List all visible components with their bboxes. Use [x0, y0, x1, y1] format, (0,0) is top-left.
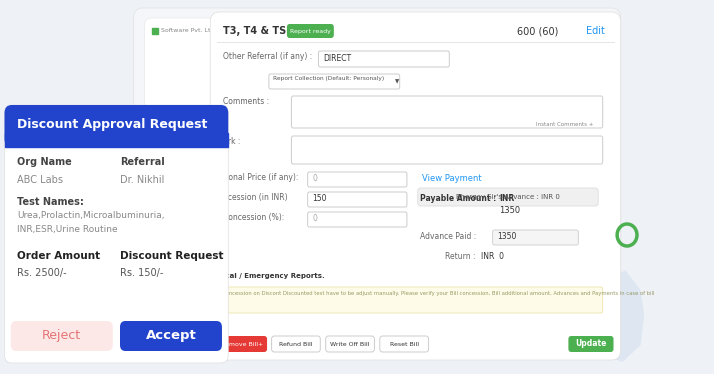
Text: Order Amount: Order Amount [17, 251, 100, 261]
Text: Report ready: Report ready [290, 28, 331, 34]
Text: Write Off Bill: Write Off Bill [331, 341, 370, 346]
Text: Reject: Reject [42, 329, 81, 343]
Text: 1350: 1350 [499, 206, 520, 215]
Text: Instant Comments +: Instant Comments + [536, 122, 593, 127]
FancyBboxPatch shape [287, 24, 334, 38]
Text: ical / Emergency Reports.: ical / Emergency Reports. [223, 273, 325, 279]
FancyBboxPatch shape [418, 188, 598, 206]
Text: tional Price (if any):: tional Price (if any): [223, 173, 298, 182]
Text: Refund Bill: Refund Bill [279, 341, 313, 346]
FancyBboxPatch shape [568, 336, 613, 352]
FancyBboxPatch shape [218, 287, 603, 313]
Text: INR: INR [499, 194, 514, 203]
Text: Urea,Prolactin,Microalbuminuria,: Urea,Prolactin,Microalbuminuria, [17, 211, 165, 220]
Text: 0: 0 [312, 214, 317, 223]
Text: Update: Update [575, 340, 607, 349]
FancyBboxPatch shape [144, 18, 613, 348]
Text: Advance Paid :: Advance Paid : [421, 232, 477, 241]
FancyBboxPatch shape [134, 8, 620, 356]
Text: Referral: Referral [120, 157, 165, 167]
Text: Test Names:: Test Names: [17, 197, 84, 207]
Text: ncession (in INR): ncession (in INR) [223, 193, 288, 202]
Text: ark :: ark : [223, 137, 240, 146]
Text: Discount Approval Request: Discount Approval Request [17, 118, 208, 131]
Text: Org Name: Org Name [17, 157, 72, 167]
FancyBboxPatch shape [291, 96, 603, 128]
Text: DIRECT: DIRECT [323, 54, 351, 63]
FancyBboxPatch shape [291, 136, 603, 164]
FancyBboxPatch shape [271, 336, 321, 352]
Text: Edit: Edit [585, 26, 605, 36]
Text: Rs. 2500/-: Rs. 2500/- [17, 268, 67, 278]
Text: Concession (%):: Concession (%): [223, 213, 284, 222]
Text: INR,ESR,Urine Routine: INR,ESR,Urine Routine [17, 225, 118, 234]
Text: Discount Request: Discount Request [120, 251, 223, 261]
Text: 150: 150 [312, 194, 327, 203]
Text: ABC Labs: ABC Labs [17, 175, 63, 185]
Text: 1350: 1350 [497, 232, 516, 241]
FancyBboxPatch shape [318, 51, 449, 67]
Text: Comments :: Comments : [223, 97, 269, 106]
Text: 0: 0 [312, 174, 317, 183]
Text: 600 (60): 600 (60) [517, 26, 558, 36]
Text: T3, T4 & TSH: T3, T4 & TSH [223, 26, 294, 36]
FancyBboxPatch shape [380, 336, 428, 352]
Text: INR  0: INR 0 [481, 252, 504, 261]
Text: Report Collection (Default: Personaly): Report Collection (Default: Personaly) [273, 76, 385, 81]
FancyBboxPatch shape [11, 321, 113, 351]
FancyBboxPatch shape [269, 74, 400, 89]
Text: Rs. 150/-: Rs. 150/- [120, 268, 164, 278]
Text: Bhargav Sir's Advance : INR 0: Bhargav Sir's Advance : INR 0 [456, 194, 560, 200]
Text: Remove Bill+: Remove Bill+ [221, 341, 263, 346]
Text: Accept: Accept [146, 329, 196, 343]
Text: Other Referral (if any) :: Other Referral (if any) : [223, 52, 312, 61]
Text: ▼: ▼ [395, 79, 399, 84]
FancyBboxPatch shape [4, 105, 228, 147]
Text: Return :: Return : [445, 252, 476, 261]
FancyBboxPatch shape [218, 336, 267, 352]
FancyBboxPatch shape [308, 192, 407, 207]
FancyBboxPatch shape [210, 12, 620, 360]
Text: View Payment: View Payment [422, 174, 482, 183]
Bar [4, 133, 228, 147]
Text: Software Pvt. Ltd.: Software Pvt. Ltd. [161, 28, 216, 33]
Text: Reset Bill: Reset Bill [390, 341, 418, 346]
Text: Payable Amount :: Payable Amount : [421, 194, 497, 203]
Text: Concession on Discont Discounted test have to be adjust manually. Please verify : Concession on Discont Discounted test ha… [222, 291, 655, 296]
FancyBboxPatch shape [493, 230, 578, 245]
Bar [153, 28, 158, 34]
FancyBboxPatch shape [308, 212, 407, 227]
FancyBboxPatch shape [308, 172, 407, 187]
Text: Dr. Nikhil: Dr. Nikhil [120, 175, 164, 185]
FancyBboxPatch shape [326, 336, 374, 352]
FancyBboxPatch shape [120, 321, 222, 351]
PathPatch shape [595, 270, 644, 362]
FancyBboxPatch shape [4, 105, 228, 363]
